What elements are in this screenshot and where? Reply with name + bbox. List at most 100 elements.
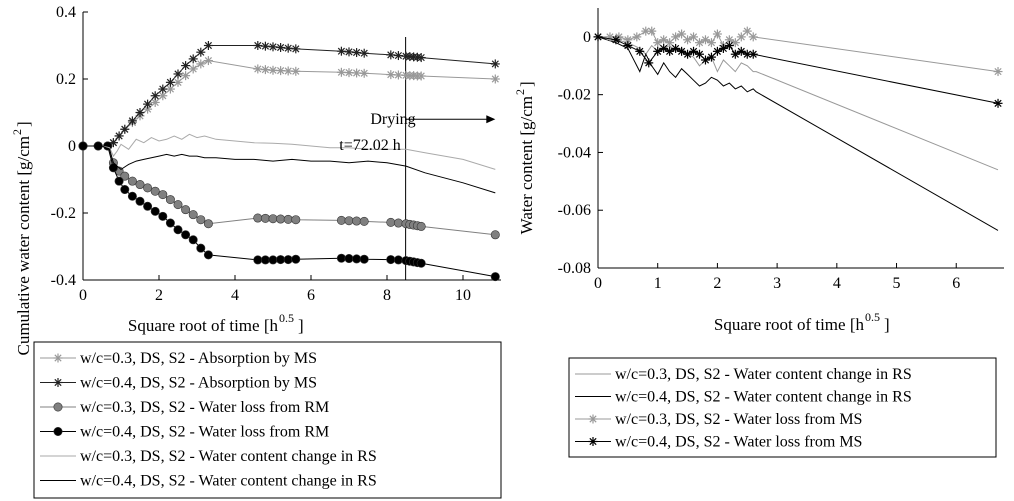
right-x-tick-label: 6 (952, 275, 960, 292)
left-series-3-point (283, 255, 293, 265)
left-series-0-point (359, 68, 369, 78)
left-series-1-point (196, 47, 206, 57)
right-series-2-point (724, 35, 734, 45)
left-series-2-point (352, 216, 362, 226)
right-series-2-point (623, 35, 633, 45)
left-series-3-point (143, 201, 153, 211)
right-series-3-point (611, 35, 621, 45)
left-series-3-point (291, 254, 301, 264)
left-series-2-point (344, 216, 354, 226)
right-legend-label: w/c=0.4, DS, S2 - Water loss from MS (615, 434, 862, 451)
left-series-0-point (352, 68, 362, 78)
left-series-2-point (196, 215, 206, 225)
right-series-2-point (742, 26, 752, 36)
right-xlabel-sup: 0.5 (865, 310, 880, 324)
right-xlabel: Square root of time [h (714, 315, 865, 334)
left-series-0-point (276, 66, 286, 76)
left-series-2-point (359, 216, 369, 226)
left-series-3-point (196, 243, 206, 253)
left-series-0-point (158, 91, 168, 101)
right-series-3-point (593, 32, 603, 42)
left-series-2-point (188, 210, 198, 220)
left-series-3-point (352, 254, 362, 264)
right-series-2-point (677, 29, 687, 39)
right-series-3-point (689, 46, 699, 56)
left-series-3-point (253, 255, 263, 265)
right-y-tick-label: -0.08 (558, 260, 591, 277)
right-series-2-point (748, 32, 758, 42)
left-x-tick-label: 2 (155, 287, 163, 304)
left-legend-swatch-marker (53, 426, 63, 436)
left-series-3-point (336, 253, 346, 263)
left-xlabel-sup: 0.5 (279, 311, 294, 325)
left-series-3-point (120, 185, 130, 195)
right-legend-label: w/c=0.4, DS, S2 - Water content change i… (615, 389, 912, 406)
left-legend-label: w/c=0.4, DS, S2 - Absorption by MS (80, 375, 317, 392)
left-x-tick-label: 6 (307, 287, 315, 304)
left-legend-box (33, 341, 502, 499)
left-y-tick-label: 0.4 (56, 4, 76, 21)
right-y-tick-label: 0 (583, 29, 591, 46)
left-series-2-point (386, 217, 396, 227)
left-series-2-point (291, 215, 301, 225)
right-series-3-point (724, 41, 734, 51)
left-series-0-point (268, 65, 278, 75)
left-series-3-point (203, 250, 213, 260)
left-series-1-point (260, 41, 270, 51)
left-series (78, 41, 500, 282)
right-series-3-point (635, 46, 645, 56)
left-series-1-point (416, 53, 426, 63)
right-y-axis-label: Water content [g/cm 2 ] (513, 81, 536, 234)
right-legend-box (568, 357, 997, 458)
left-series-0-point (260, 65, 270, 75)
right-xlabel-end: ] (884, 315, 890, 334)
left-series-1-point (393, 51, 403, 61)
right-series-2-point (632, 32, 642, 42)
left-series-0-point (188, 64, 198, 74)
right-series-line-0 (597, 36, 999, 171)
left-series-1-point (268, 42, 278, 52)
right-x-tick-label: 2 (713, 275, 721, 292)
right-y-tick-label: -0.04 (558, 144, 591, 161)
left-legend: w/c=0.3, DS, S2 - Absorption by MS w/c=0.… (33, 341, 502, 499)
left-series-3-point (393, 255, 403, 265)
right-x-tick-label: 0 (594, 275, 602, 292)
left-ylabel-sup: 2 (10, 129, 24, 135)
right-ylabel-end: ] (517, 81, 536, 87)
left-series-2-point (203, 219, 213, 229)
left-y-tick-label: 0.2 (56, 71, 76, 88)
left-series-1-point (158, 84, 168, 94)
left-y-tick-label: -0.2 (51, 205, 76, 222)
right-series-2-point (993, 67, 1003, 77)
right-series-3-point (623, 41, 633, 51)
left-series-3-point (181, 230, 191, 240)
right-ylabel: Water content [g/cm (517, 96, 536, 234)
right-axes: 0 1 2 3 4 5 6 -0.08 -0.06 -0.04 -0.02 0 (558, 8, 1004, 292)
left-legend-swatch-marker (53, 402, 63, 412)
right-series-3-point (706, 52, 716, 62)
left-series-line-4 (83, 133, 496, 170)
left-series-1-point (336, 46, 346, 56)
left-series-2-point (416, 221, 426, 231)
left-series-line-1 (83, 45, 496, 147)
right-series-3-point (742, 49, 752, 59)
left-series-1-point (120, 124, 130, 134)
right-x-tick-label: 4 (833, 275, 841, 292)
right-x-tick-label: 5 (893, 275, 901, 292)
left-series-0-point (393, 70, 403, 80)
left-series-2-point (165, 195, 175, 205)
left-x-tick-label: 8 (383, 287, 391, 304)
left-series-3-point (276, 255, 286, 265)
right-series-3-point (665, 46, 675, 56)
right-series-3-point (644, 58, 654, 68)
left-series-1-point (127, 116, 137, 126)
left-drying-arrow-head (486, 115, 496, 124)
right-x-tick-label: 1 (654, 275, 662, 292)
left-series-3-point (386, 255, 396, 265)
left-series-2-point (393, 218, 403, 228)
left-x-tick-label: 10 (455, 287, 471, 304)
left-series-1-point (165, 77, 175, 87)
left-series-1-point (203, 41, 213, 50)
left-series-2-point (253, 213, 263, 223)
